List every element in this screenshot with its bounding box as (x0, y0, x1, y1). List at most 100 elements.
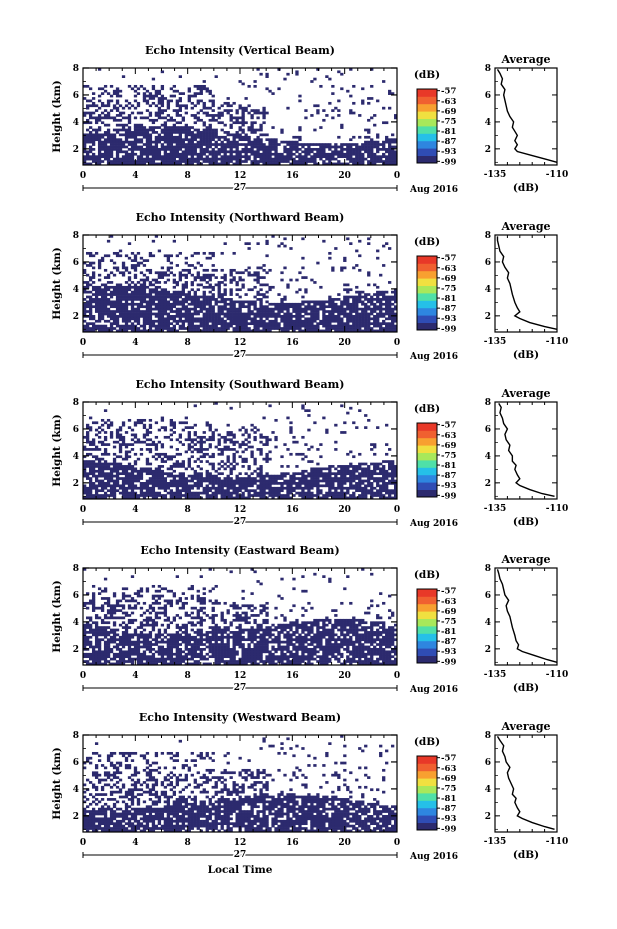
echo-cell (202, 123, 206, 127)
echo-cell (83, 448, 87, 451)
echo-cell (112, 465, 117, 468)
echo-cell (127, 131, 132, 134)
echo-cell (121, 285, 126, 289)
echo-cell (364, 315, 368, 318)
echo-cell (115, 106, 120, 110)
echo-cell (154, 491, 159, 495)
echo-cell (151, 87, 156, 91)
echo-cell (349, 486, 353, 490)
echo-cell (388, 152, 392, 156)
echo-cell (160, 300, 165, 304)
echo-cell (349, 150, 353, 154)
echo-cell (295, 135, 299, 139)
echo-cell (100, 327, 105, 330)
echo-cell (331, 496, 335, 500)
echo-cell (109, 281, 114, 284)
profile-frame (494, 67, 558, 166)
echo-cell (166, 114, 171, 117)
echo-cell (331, 150, 335, 154)
echo-cell (307, 302, 311, 306)
echo-cell (289, 148, 293, 151)
echo-cell (124, 133, 129, 137)
echo-cell (211, 94, 215, 98)
echo-cell (370, 97, 374, 100)
echo-cell (382, 290, 386, 294)
echo-cell (256, 111, 260, 115)
echo-cell (295, 140, 299, 144)
echo-cell (379, 143, 383, 146)
echo-cell (241, 491, 245, 495)
echo-cell (124, 489, 129, 493)
echo-cell (154, 145, 159, 149)
echo-cell (154, 143, 159, 146)
echo-cell (121, 457, 126, 461)
echo-cell (148, 268, 153, 272)
echo-cell (325, 305, 329, 309)
echo-cell (352, 157, 356, 161)
echo-cell (202, 135, 206, 139)
echo-cell (136, 421, 141, 425)
echo-cell (151, 322, 156, 326)
echo-cell (214, 114, 218, 117)
echo-cell (334, 324, 338, 328)
echo-cell (241, 322, 245, 326)
echo-cell (145, 143, 150, 146)
echo-cell (121, 317, 126, 321)
echo-cell (325, 327, 329, 330)
echo-cell (253, 157, 257, 161)
echo-cell (346, 305, 350, 309)
echo-cell (211, 160, 215, 163)
echo-cell (97, 138, 102, 142)
echo-cell (83, 97, 87, 100)
echo-cell (127, 288, 132, 292)
echo-cell (142, 143, 147, 146)
echo-cell (103, 290, 108, 294)
echo-cell (103, 448, 108, 451)
echo-cell (223, 123, 227, 127)
echo-cell (97, 479, 102, 483)
echo-cell (211, 133, 215, 137)
echo-cell (352, 484, 356, 488)
echo-cell (91, 486, 96, 490)
echo-cell (217, 285, 221, 289)
echo-cell (283, 150, 287, 154)
echo-cell (310, 160, 314, 163)
echo-cell (256, 155, 260, 159)
echo-cell (139, 300, 144, 304)
echo-cell (238, 315, 242, 318)
echo-cell (337, 109, 341, 112)
echo-cell (106, 423, 111, 427)
echo-cell (121, 479, 126, 483)
echo-cell (166, 106, 171, 110)
echo-cell (244, 109, 248, 112)
echo-cell (340, 310, 344, 313)
echo-cell (217, 111, 221, 115)
echo-cell (145, 448, 150, 451)
echo-cell (184, 315, 188, 318)
echo-cell (100, 305, 105, 309)
echo-cell (241, 150, 245, 154)
echo-cell (148, 324, 153, 328)
echo-cell (97, 145, 102, 149)
echo-cell (139, 288, 144, 292)
echo-cell (94, 469, 99, 473)
echo-cell (91, 474, 96, 478)
echo-cell (259, 486, 263, 490)
echo-cell (133, 283, 138, 287)
echo-cell (130, 281, 135, 284)
echo-cell (271, 494, 275, 497)
echo-cell (283, 324, 287, 328)
echo-cell (109, 155, 114, 159)
echo-cell (262, 268, 266, 272)
echo-cell (133, 462, 138, 466)
echo-cell (241, 116, 245, 120)
echo-cell (85, 440, 90, 444)
echo-cell (127, 467, 132, 471)
echo-cell (121, 111, 126, 115)
echo-cell (337, 293, 341, 296)
echo-cell (265, 160, 269, 163)
echo-cell (187, 494, 191, 497)
echo-cell (142, 482, 147, 485)
echo-cell (157, 106, 162, 110)
echo-cell (256, 109, 260, 112)
